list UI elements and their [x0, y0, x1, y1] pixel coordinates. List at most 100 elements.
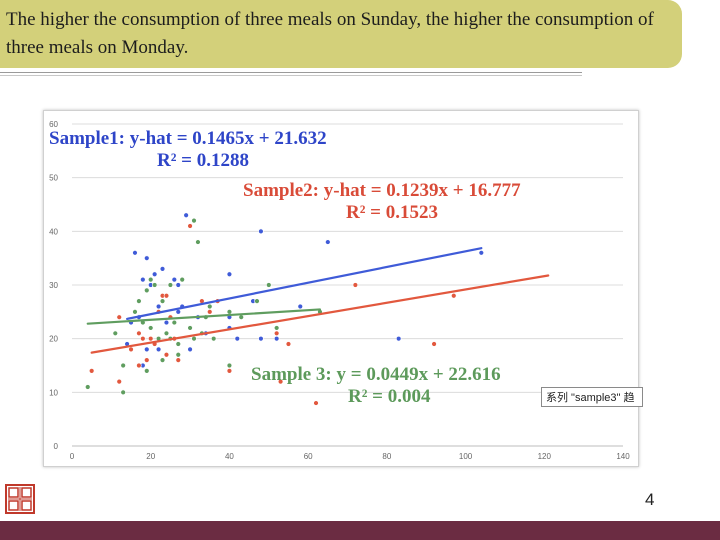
sample1-point [175, 309, 181, 315]
sample2-point [207, 309, 213, 315]
y-tick-label: 10 [49, 388, 58, 397]
sample1-point [144, 255, 150, 261]
sample3-point [210, 335, 217, 342]
sample3-point [136, 298, 142, 304]
sample3-point [144, 368, 150, 374]
x-tick-label: 60 [304, 452, 313, 461]
sample1-point [478, 250, 485, 256]
seal-stamp-icon [5, 484, 35, 514]
x-tick-label: 40 [225, 452, 234, 461]
y-tick-label: 60 [49, 120, 58, 129]
sample3-point [112, 330, 118, 337]
sample1-point [258, 228, 264, 235]
sample2-point [116, 314, 122, 320]
x-tick-label: 140 [616, 452, 630, 461]
sample1-point [325, 239, 331, 245]
sample2-equation: Sample2: y-hat = 0.1239x + 16.777 [243, 180, 521, 201]
sample1-point [273, 335, 280, 342]
sample2-point [273, 330, 280, 337]
x-tick-label: 80 [382, 452, 391, 461]
sample1-point [234, 335, 241, 342]
y-tick-label: 20 [49, 335, 58, 344]
sample1-point [183, 212, 189, 218]
slide-title: The higher the consumption of three meal… [6, 9, 654, 58]
series-tooltip: 系列 "sample3" 趋 [541, 387, 643, 407]
sample3-point [191, 217, 197, 224]
sample2-point [116, 378, 122, 385]
sample3-point [132, 309, 138, 315]
sample3-point [195, 239, 201, 245]
sample1-point [140, 276, 146, 283]
sample2-point [187, 223, 193, 229]
sample1-point [258, 335, 264, 342]
title-divider-secondary [0, 75, 582, 76]
sample2-point [136, 330, 142, 337]
sample2-point [128, 346, 134, 353]
footer-band [0, 521, 720, 540]
y-tick-label: 0 [54, 442, 59, 451]
sample3-point [238, 314, 244, 320]
sample3-point [226, 309, 233, 315]
x-tick-label: 100 [459, 452, 473, 461]
sample1-point [226, 271, 233, 277]
sample2-point [285, 341, 292, 347]
sample1-point [132, 250, 138, 256]
sample3-point [179, 276, 185, 283]
sample3-point [144, 287, 150, 294]
sample2-point [175, 357, 181, 363]
sample3-point [175, 341, 181, 347]
sample1-point [159, 266, 166, 272]
sample2-point [136, 362, 142, 369]
sample2-point [148, 335, 154, 342]
y-tick-label: 50 [49, 174, 58, 183]
sample1-r-squared: R² = 0.1288 [157, 150, 249, 171]
sample1-point [155, 346, 162, 353]
sample2-point [313, 400, 319, 406]
sample3-point [85, 384, 91, 390]
sample2-point [277, 378, 284, 385]
slide-title-banner: The higher the consumption of three meal… [0, 0, 682, 68]
scatter-chart-card: 0 10 20 30 40 50 60 0 20 40 60 80 100 120 140 [43, 110, 639, 467]
sample1-equation: Sample1: y-hat = 0.1465x + 21.632 [49, 128, 327, 149]
y-tick-label: 30 [49, 281, 58, 290]
sample2-point [226, 368, 233, 374]
sample3-r-squared: R² = 0.004 [348, 386, 431, 407]
sample1-point [395, 335, 402, 342]
sample3-point [191, 335, 197, 342]
scatter-chart: 0 10 20 30 40 50 60 0 20 40 60 80 100 120 140 [49, 120, 630, 461]
sample3-point [207, 303, 213, 310]
page-number: 4 [645, 490, 655, 509]
sample3-point [273, 325, 280, 331]
x-tick-label: 0 [70, 452, 75, 461]
sample3-point [167, 282, 174, 288]
sample3-point [151, 282, 158, 288]
sample3-point [120, 362, 126, 369]
sample3-point [148, 276, 154, 283]
sample2-point [144, 357, 150, 363]
sample2-point [88, 368, 95, 374]
sample2-point [352, 282, 359, 288]
x-tick-label: 120 [538, 452, 552, 461]
title-divider [0, 72, 582, 73]
sample2-r-squared: R² = 0.1523 [346, 202, 438, 223]
x-tick-label: 20 [146, 452, 155, 461]
sample2-point [431, 341, 437, 347]
sample1-point [175, 282, 181, 288]
sample3-point [120, 389, 126, 396]
sample1-point [151, 271, 158, 277]
sample1-point [171, 276, 178, 283]
sample3-point [175, 352, 181, 358]
sample3-point [171, 319, 178, 326]
sample3-point [187, 325, 193, 331]
sample1-point [297, 303, 303, 310]
sample1-trendline [125, 247, 483, 321]
sample1-point [187, 346, 193, 353]
sample3-point [226, 362, 233, 369]
sample2-point [163, 352, 170, 358]
sample3-point [159, 357, 166, 363]
sample3-point [266, 282, 272, 288]
sample2-point [451, 293, 457, 299]
sample3-point [148, 325, 154, 331]
sample3-point [159, 298, 166, 304]
sample3-trendline [86, 308, 322, 325]
